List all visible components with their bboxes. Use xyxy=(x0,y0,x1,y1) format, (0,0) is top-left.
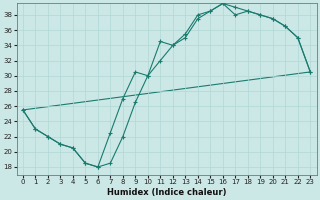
X-axis label: Humidex (Indice chaleur): Humidex (Indice chaleur) xyxy=(107,188,226,197)
